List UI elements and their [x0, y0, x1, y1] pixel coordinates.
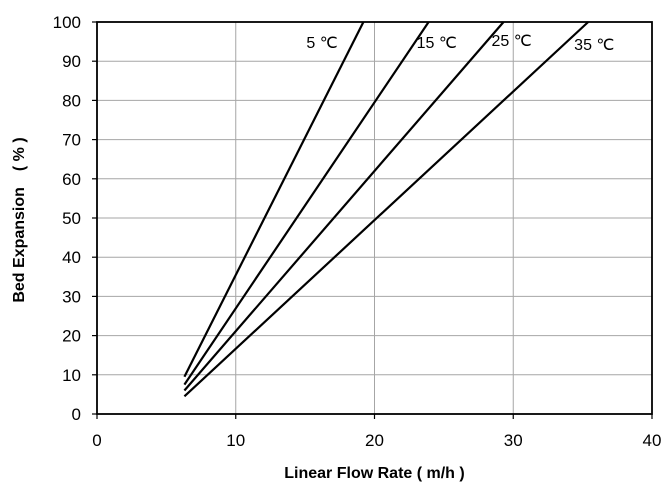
series-line — [183, 21, 430, 386]
x-tick-labels: 0 10 20 30 40 — [92, 431, 661, 450]
series-group — [183, 21, 589, 398]
series-label: 35 ℃ — [574, 37, 614, 54]
y-tick-label: 90 — [62, 52, 81, 71]
series-label: 5 ℃ — [306, 35, 337, 52]
series-label: 25 ℃ — [492, 33, 532, 50]
x-tick-label: 20 — [365, 431, 384, 450]
series-line — [183, 21, 589, 398]
plot-frame — [96, 21, 653, 415]
x-axis-title: Linear Flow Rate ( m/h ) — [284, 465, 464, 482]
y-tick-label: 100 — [53, 13, 81, 32]
y-axis-title: Bed Expansion ( % ) — [11, 137, 28, 302]
y-tick-label: 50 — [62, 209, 81, 228]
series-line — [183, 21, 365, 378]
y-tick-labels: 0 10 20 30 40 50 60 70 80 90 100 — [53, 13, 81, 424]
series-label: 15 ℃ — [417, 35, 457, 52]
x-tick-label: 40 — [643, 431, 662, 450]
y-tick-label: 80 — [62, 91, 81, 110]
y-tick-label: 20 — [62, 327, 81, 346]
x-tick-label: 30 — [504, 431, 523, 450]
x-tick-label: 10 — [226, 431, 245, 450]
x-tick-label: 0 — [92, 431, 101, 450]
y-tick-label: 40 — [62, 248, 81, 267]
series-line — [183, 21, 505, 392]
grid — [97, 22, 652, 414]
y-tick-label: 0 — [72, 405, 81, 424]
y-tick-label: 10 — [62, 366, 81, 385]
y-tick-label: 30 — [62, 287, 81, 306]
y-tick-label: 70 — [62, 131, 81, 150]
series-labels: 5 ℃ 15 ℃ 25 ℃ 35 ℃ — [306, 33, 614, 54]
y-tick-label: 60 — [62, 170, 81, 189]
axis-ticks — [92, 21, 653, 419]
